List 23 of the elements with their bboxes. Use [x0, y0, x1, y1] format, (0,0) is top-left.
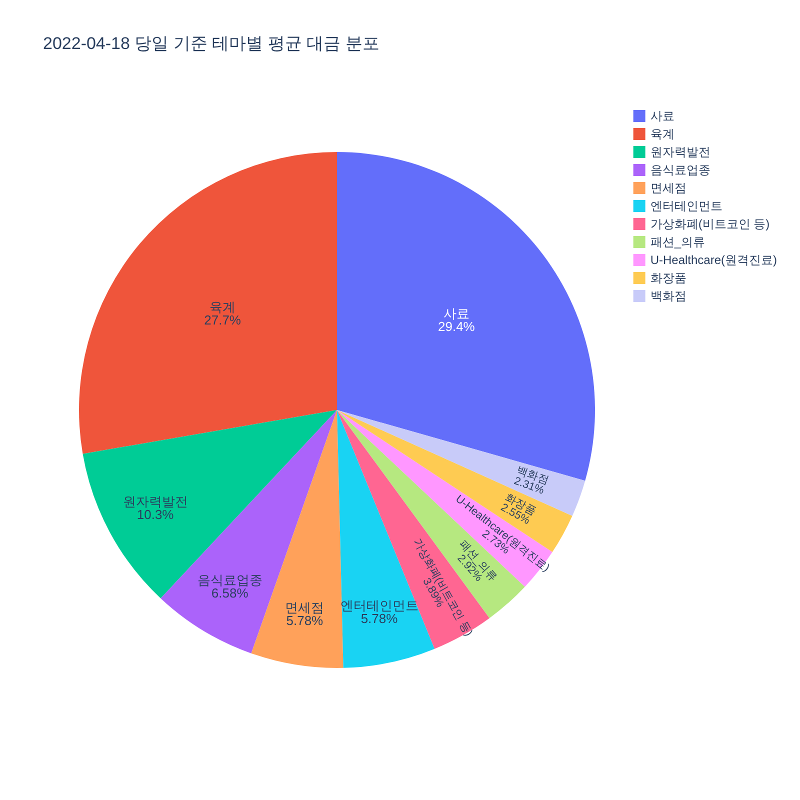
legend-label: 사료: [650, 109, 674, 123]
data-label: 27.7%: [204, 312, 242, 328]
slice-label: 면세점: [285, 600, 324, 615]
slice-label: 원자력발전: [122, 494, 188, 509]
data-label: 10.3%: [136, 506, 174, 522]
data-label: 5.78%: [360, 611, 398, 626]
slice-label: 육계: [210, 300, 236, 315]
legend-label: 엔터테인먼트: [650, 199, 722, 213]
data-label: 5.78%: [286, 612, 324, 628]
legend-label: 음식료업종: [650, 163, 710, 177]
legend-label: U-Healthcare(원격진료): [650, 253, 778, 267]
data-label: 6.58%: [211, 585, 249, 600]
slice-label: 사료: [443, 306, 470, 321]
legend-label: 가상화폐(비트코인 등): [650, 217, 770, 231]
slice-label: 음식료업종: [197, 572, 262, 588]
legend-label: 패션_의류: [650, 235, 705, 249]
legend-label: 화장품: [650, 271, 686, 285]
legend-label: 육계: [650, 127, 674, 141]
legend-label: 원자력발전: [650, 145, 710, 159]
chart-title: 2022-04-18 당일 기준 테마별 평균 대금 분포: [43, 34, 380, 53]
legend-label: 백화점: [650, 289, 686, 303]
legend-label: 면세점: [650, 181, 686, 195]
data-label: 29.4%: [438, 318, 476, 334]
